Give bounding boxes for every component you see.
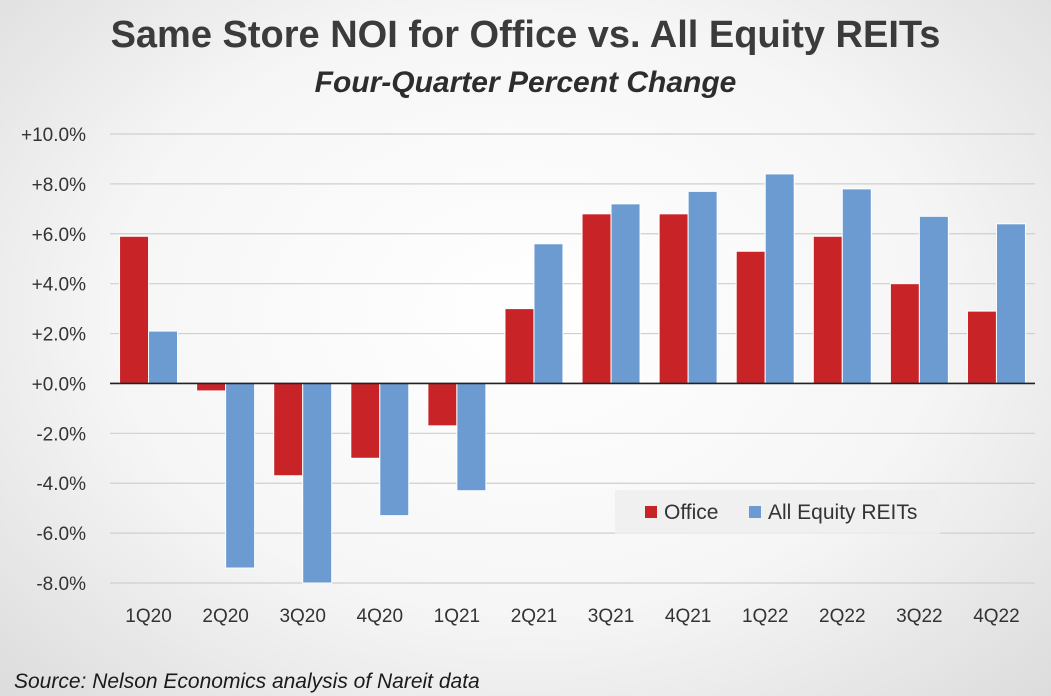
y-tick-label: +8.0%: [32, 175, 87, 196]
y-tick-label: -6.0%: [36, 524, 86, 545]
bar-all-equity-reits: [456, 382, 487, 492]
bar-all-equity-reits: [533, 243, 564, 384]
bar-all-equity-reits: [148, 330, 179, 384]
bar-all-equity-reits: [610, 203, 641, 384]
bar-office: [581, 213, 612, 384]
x-tick-label: 3Q20: [279, 606, 325, 627]
y-tick-label: +2.0%: [32, 325, 87, 346]
y-tick-label: +0.0%: [32, 374, 87, 395]
legend: Office All Equity REITs: [615, 490, 940, 534]
x-tick-label: 2Q20: [202, 606, 248, 627]
x-tick-label: 1Q22: [742, 606, 788, 627]
bar-office: [966, 310, 997, 384]
bar-all-equity-reits: [918, 215, 949, 384]
source-note: Source: Nelson Economics analysis of Nar…: [14, 670, 480, 693]
bar-all-equity-reits: [225, 382, 256, 569]
bar-office: [350, 382, 381, 459]
bar-office: [196, 382, 227, 392]
bars: [119, 173, 1026, 584]
x-tick-label: 2Q22: [819, 606, 865, 627]
legend-swatch: [749, 506, 761, 518]
y-tick-label: +4.0%: [32, 275, 87, 296]
y-tick-label: +10.0%: [21, 125, 86, 146]
legend-label: Office: [664, 501, 718, 524]
x-tick-label: 2Q21: [511, 606, 557, 627]
bar-office: [273, 382, 304, 477]
x-tick-label: 4Q20: [357, 606, 403, 627]
chart-subtitle: Four-Quarter Percent Change: [314, 66, 737, 99]
bar-office: [504, 308, 535, 384]
bar-all-equity-reits: [687, 190, 718, 384]
y-axis: +10.0% +8.0% +6.0% +4.0% +2.0% +0.0% -2.0% -4.0…: [21, 125, 86, 595]
x-tick-label: 3Q21: [588, 606, 634, 627]
bar-all-equity-reits: [995, 223, 1026, 384]
x-tick-label: 4Q21: [665, 606, 711, 627]
bar-all-equity-reits: [379, 382, 410, 517]
bar-office: [812, 235, 843, 384]
y-tick-label: -4.0%: [36, 474, 86, 495]
bar-office: [427, 382, 458, 427]
bar-office: [119, 235, 150, 384]
bar-office: [889, 283, 920, 384]
legend-swatch: [645, 506, 657, 518]
x-tick-label: 3Q22: [896, 606, 942, 627]
bar-office: [735, 250, 766, 384]
x-tick-label: 4Q22: [973, 606, 1019, 627]
x-axis: 1Q20 2Q20 3Q20 4Q20 1Q21 2Q21 3Q21 4Q21 1Q22 2Q22…: [125, 606, 1019, 627]
x-tick-label: 1Q21: [434, 606, 480, 627]
bar-all-equity-reits: [764, 173, 795, 384]
chart-title: Same Store NOI for Office vs. All Equity…: [110, 14, 941, 56]
bar-all-equity-reits: [302, 382, 333, 584]
y-tick-label: -2.0%: [36, 424, 86, 445]
y-tick-label: +6.0%: [32, 225, 87, 246]
bar-office: [658, 213, 689, 384]
x-tick-label: 1Q20: [125, 606, 171, 627]
legend-label: All Equity REITs: [768, 501, 917, 524]
y-tick-label: -8.0%: [36, 574, 86, 595]
legend-box: [615, 490, 940, 534]
bar-all-equity-reits: [841, 188, 872, 384]
